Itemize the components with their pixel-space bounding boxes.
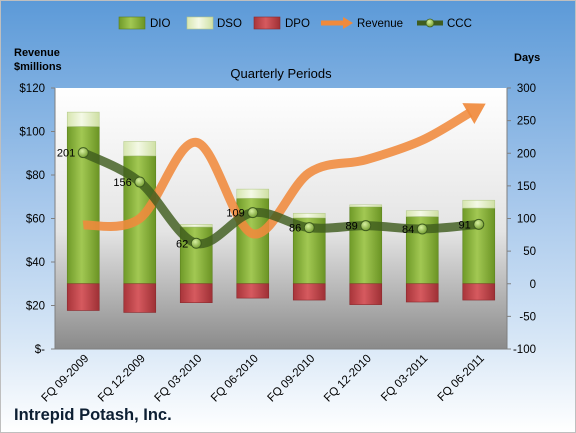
ccc-point — [134, 176, 146, 188]
ccc-data-label: 156 — [113, 177, 131, 189]
right-axis-tick-label: 200 — [517, 148, 536, 160]
dpo-bar — [236, 283, 270, 299]
dso-bar — [66, 111, 100, 127]
revenue-arrowhead — [462, 103, 486, 124]
left-axis-title-line2: $millions — [14, 61, 62, 73]
ccc-data-label: 91 — [459, 219, 471, 231]
ccc-point — [190, 237, 202, 249]
ccc-point — [416, 223, 428, 235]
dso-bar — [236, 188, 270, 199]
dso-bar — [292, 212, 326, 219]
ccc-data-label: 109 — [226, 208, 244, 220]
left-axis-tick-label: $40 — [26, 257, 45, 269]
legend-swatch-ccc — [417, 18, 443, 28]
legend-swatch-dso — [186, 16, 214, 30]
dso-bar — [405, 210, 439, 217]
dpo-bar — [123, 283, 157, 313]
left-axis-tick-label: $80 — [26, 170, 45, 182]
revenue-line — [82, 108, 473, 239]
x-axis-category-label: FQ 03-2011 — [379, 353, 430, 404]
legend-label-dio: DIO — [150, 18, 171, 30]
ccc-data-label: 84 — [402, 224, 414, 236]
right-axis-title: Days — [514, 52, 540, 64]
dso-bar — [179, 224, 213, 228]
chart-subtitle: Quarterly Periods — [230, 66, 332, 81]
dpo-bar — [405, 283, 439, 303]
x-axis-category-label: FQ 09-2010 — [265, 353, 317, 405]
left-axis-tick-label: $- — [35, 344, 45, 356]
chart-legend: DIO DSO DPO Revenue CCC — [118, 16, 472, 30]
ccc-point — [473, 218, 485, 230]
ccc-point — [360, 220, 372, 232]
x-axis-category-label: FQ 06-2011 — [436, 353, 487, 404]
right-axis-tick-label: 250 — [517, 116, 536, 128]
right-axis-tick-label: -100 — [513, 344, 536, 356]
ccc-point — [77, 147, 89, 159]
left-axis-title-line1: Revenue — [14, 47, 60, 59]
legend-swatch-revenue — [321, 17, 353, 29]
legend-label-dpo: DPO — [285, 18, 310, 30]
ccc-point — [303, 222, 315, 234]
ccc-data-label: 86 — [289, 223, 301, 235]
dpo-bar — [66, 283, 100, 311]
right-axis-tick-label: 150 — [517, 181, 536, 193]
left-axis-ticks: $- $20 $40 $60 $80 $100 $120 — [19, 83, 55, 356]
legend-swatch-dio — [118, 16, 146, 30]
dso-bar — [349, 204, 383, 208]
left-axis-tick-label: $60 — [26, 214, 45, 226]
dio-bar — [349, 206, 383, 285]
legend-label-revenue: Revenue — [357, 18, 403, 30]
right-axis-tick-label: 300 — [517, 83, 536, 95]
company-name: Intrepid Potash, Inc. — [14, 406, 172, 424]
x-axis-category-label: FQ 03-2010 — [152, 353, 204, 405]
right-axis-tick-label: -50 — [519, 311, 536, 323]
x-axis-category-label: FQ 06-2010 — [209, 353, 261, 405]
ccc-layer — [77, 147, 485, 249]
right-axis-tick-label: 0 — [530, 279, 536, 291]
x-axis-category-label: FQ 12-2009 — [96, 353, 148, 405]
revenue-layer — [82, 103, 486, 239]
x-axis-category-label: FQ 12-2010 — [322, 353, 374, 405]
ccc-data-label: 89 — [346, 221, 358, 233]
dpo-bar — [292, 283, 326, 301]
left-axis-tick-label: $100 — [19, 127, 45, 139]
ccc-data-label: 201 — [57, 148, 75, 160]
dpo-bar — [349, 283, 383, 305]
right-axis-tick-label: 100 — [517, 214, 536, 226]
dpo-bar — [462, 283, 496, 301]
x-axis-category-label: FQ 09-2009 — [39, 353, 91, 405]
left-axis-tick-label: $120 — [19, 83, 45, 95]
left-axis-tick-label: $20 — [26, 301, 45, 313]
right-axis-tick-label: 50 — [523, 246, 536, 258]
data-labels-layer: 201 156 62 109 86 89 84 91 — [57, 148, 471, 251]
legend-label-dso: DSO — [217, 18, 242, 30]
dpo-bar — [179, 283, 213, 303]
x-axis-tick-labels: FQ 09-2009 FQ 12-2009 FQ 03-2010 FQ 06-2010… — [39, 353, 486, 405]
right-axis-ticks: -100 -50 0 50 100 150 200 250 300 — [507, 83, 536, 356]
dso-bar — [462, 199, 496, 209]
legend-label-ccc: CCC — [447, 18, 472, 30]
dso-bar — [123, 141, 157, 157]
ccc-data-label: 62 — [176, 238, 188, 250]
ccc-point — [247, 207, 259, 219]
legend-swatch-dpo — [253, 16, 281, 30]
